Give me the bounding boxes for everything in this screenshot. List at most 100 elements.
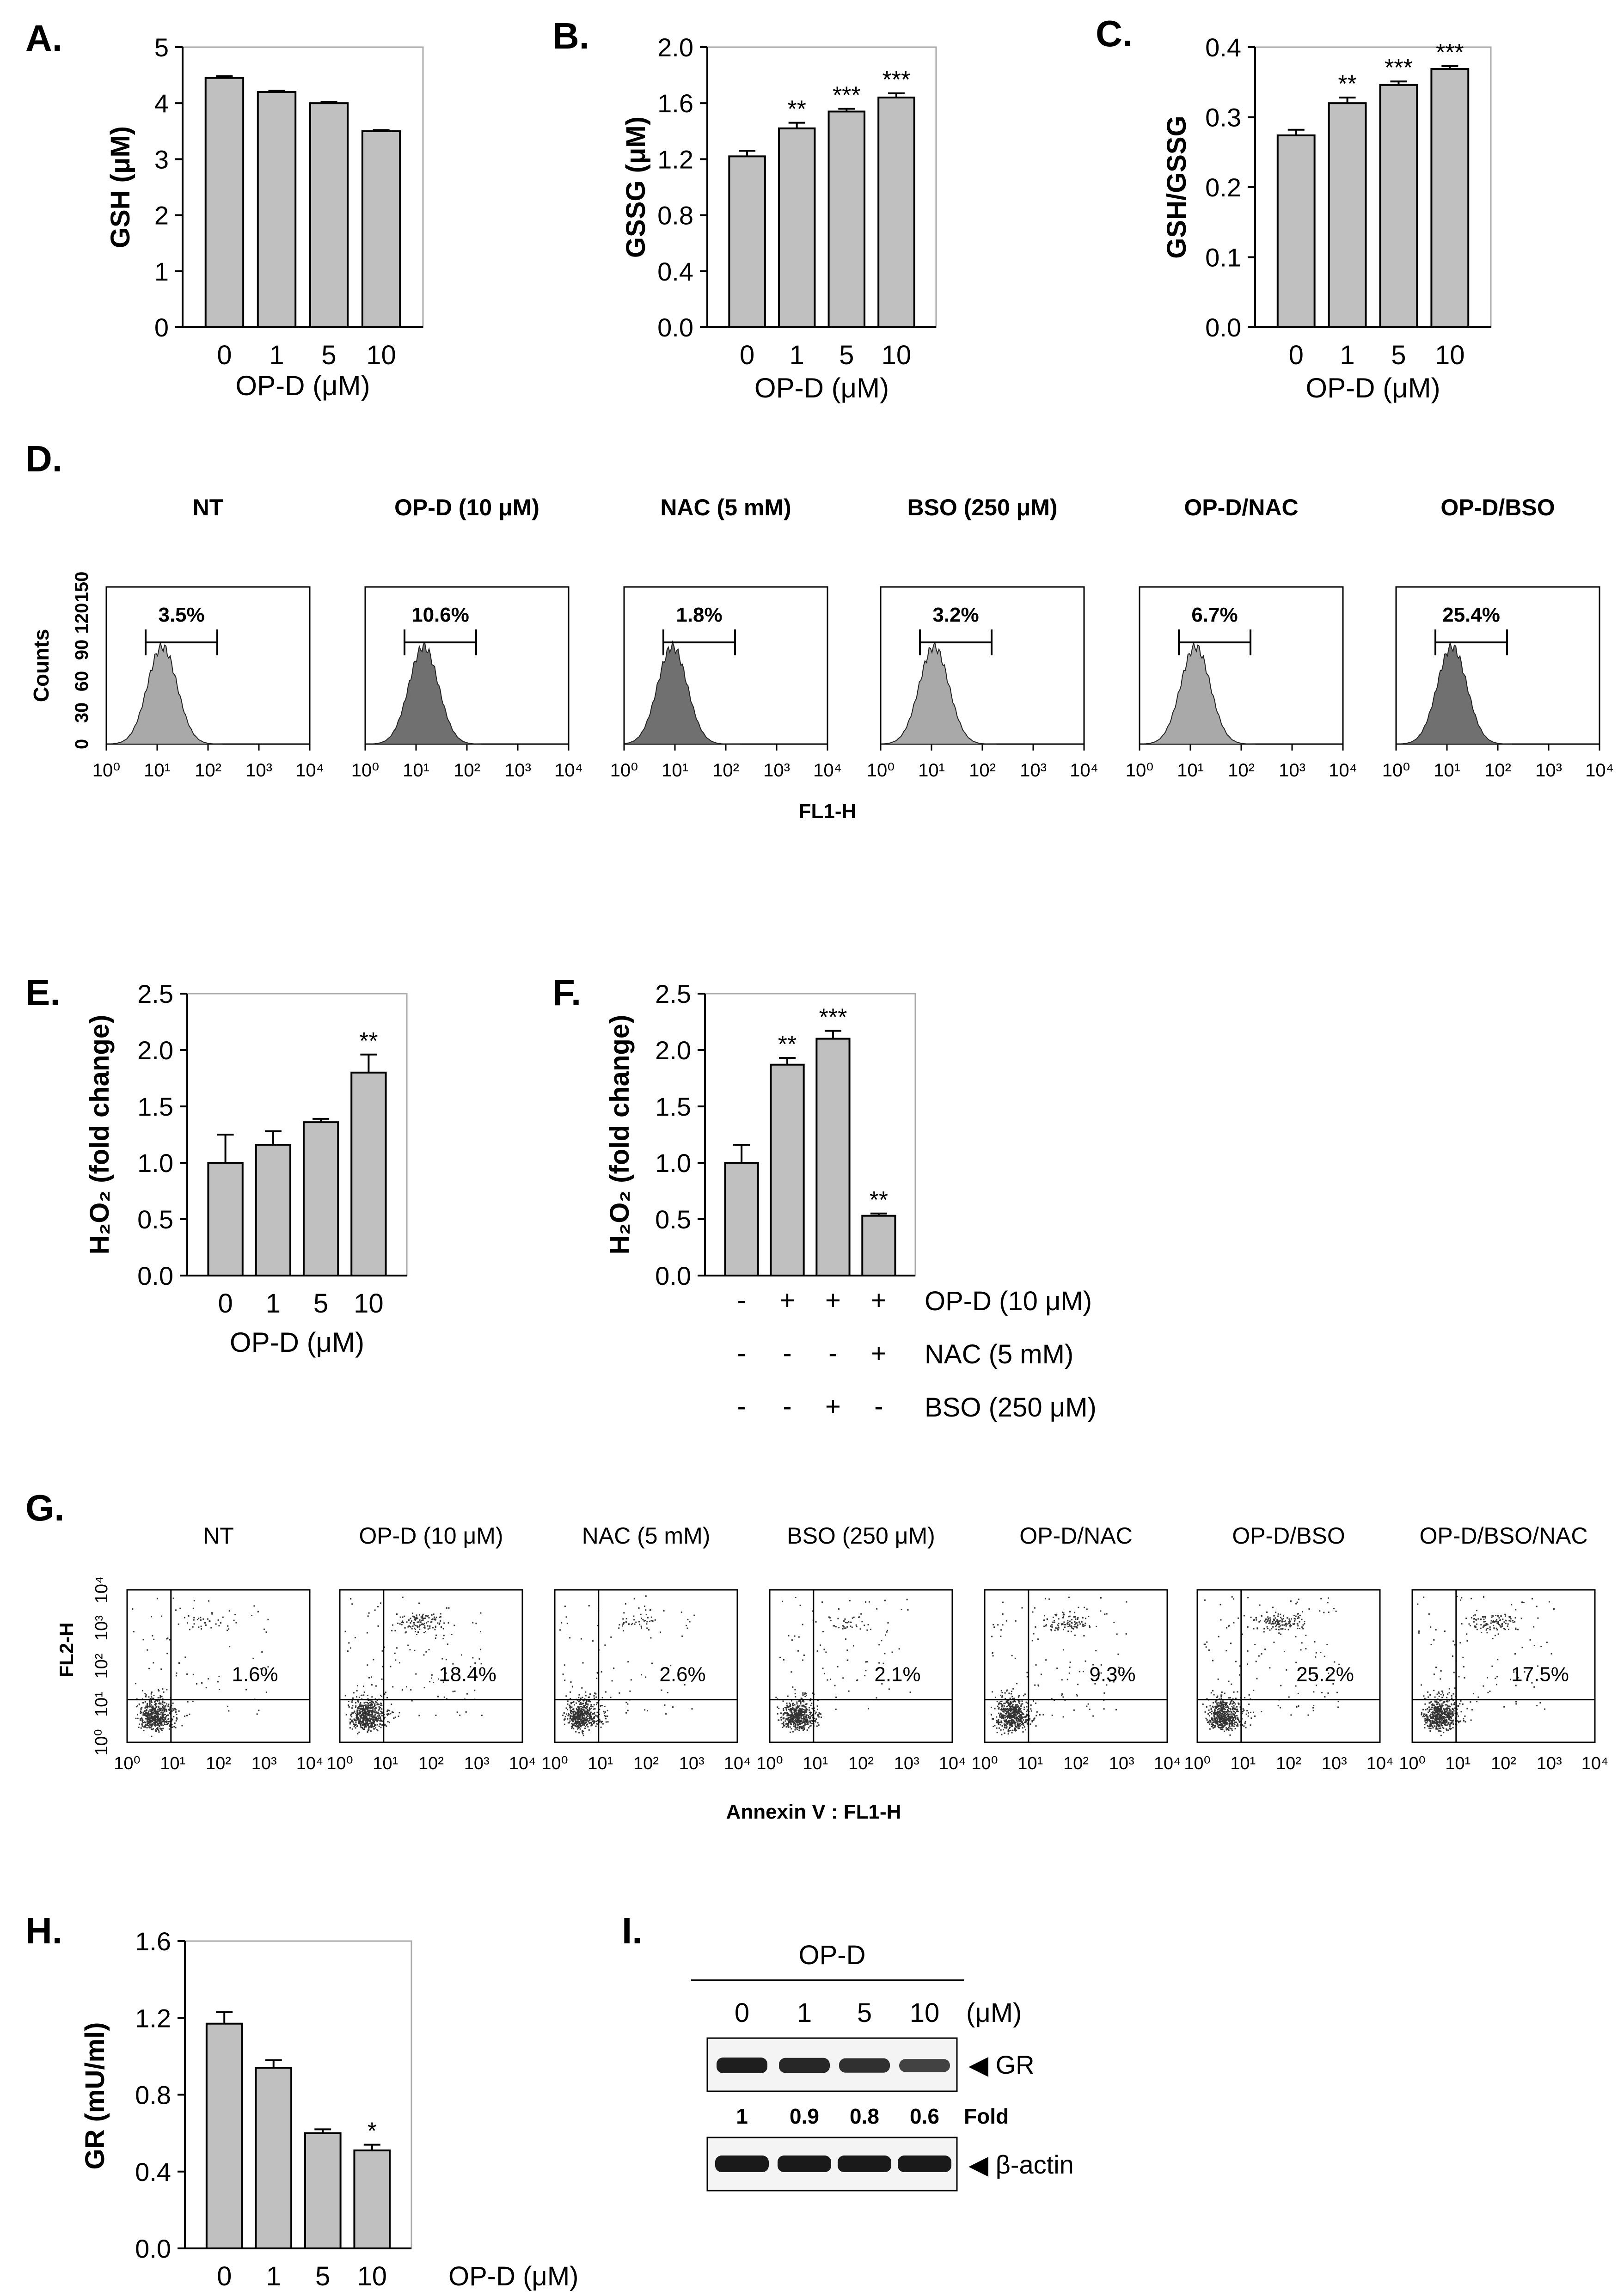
event-dot (807, 1719, 808, 1721)
event-dot (149, 1709, 151, 1711)
event-dot (422, 1623, 423, 1625)
event-dot (198, 1618, 200, 1619)
event-dot (164, 1707, 165, 1709)
event-dot (574, 1704, 575, 1706)
event-dot (578, 1714, 580, 1716)
bar (728, 155, 766, 328)
event-dot (788, 1709, 790, 1710)
event-dot (579, 1722, 581, 1724)
event-dot (796, 1703, 798, 1705)
event-dot (369, 1705, 371, 1707)
event-dot (1448, 1716, 1450, 1717)
event-dot (1026, 1719, 1028, 1721)
event-dot (345, 1714, 347, 1716)
event-dot (1314, 1641, 1316, 1643)
event-dot (1234, 1703, 1236, 1705)
event-dot (160, 1713, 162, 1715)
event-dot (581, 1711, 582, 1713)
event-dot (1015, 1709, 1017, 1710)
event-dot (796, 1712, 798, 1713)
event-dot (1227, 1718, 1229, 1720)
event-dot (159, 1722, 160, 1724)
event-dot (152, 1705, 154, 1707)
event-dot (790, 1708, 791, 1710)
event-dot (1063, 1629, 1064, 1630)
event-dot (1010, 1723, 1011, 1725)
event-dot (1436, 1709, 1438, 1710)
event-dot (396, 1647, 398, 1649)
event-dot (881, 1640, 882, 1642)
event-dot (1440, 1717, 1441, 1719)
event-dot (991, 1636, 993, 1637)
event-dot (565, 1695, 567, 1697)
y-tick-label: 0.4 (657, 257, 693, 286)
event-dot (593, 1708, 594, 1710)
event-dot (997, 1705, 999, 1707)
event-dot (797, 1704, 799, 1706)
event-dot (601, 1705, 603, 1707)
event-dot (1427, 1720, 1428, 1722)
event-dot (1000, 1629, 1002, 1631)
treatment-sign: + (871, 1338, 887, 1368)
event-dot (567, 1703, 569, 1705)
event-dot (775, 1697, 777, 1698)
event-dot (801, 1714, 803, 1716)
event-dot (440, 1620, 441, 1622)
event-dot (358, 1713, 360, 1715)
event-dot (596, 1715, 598, 1717)
event-dot (358, 1697, 360, 1698)
event-dot (1077, 1617, 1079, 1618)
event-dot (998, 1719, 999, 1721)
event-dot (1024, 1693, 1026, 1695)
event-dot (1227, 1713, 1229, 1715)
event-dot (1061, 1693, 1063, 1695)
event-dot (1424, 1718, 1426, 1720)
event-dot (1447, 1712, 1449, 1714)
event-dot (362, 1721, 364, 1722)
event-dot (366, 1632, 368, 1634)
event-dot (151, 1715, 153, 1717)
event-dot (1278, 1622, 1280, 1624)
event-dot (1222, 1719, 1224, 1721)
event-dot (1228, 1725, 1230, 1727)
event-dot (600, 1726, 602, 1728)
dot-plot-frame (984, 1589, 1168, 1743)
event-dot (1225, 1715, 1226, 1716)
event-dot (251, 1615, 253, 1616)
event-dot (803, 1716, 805, 1718)
event-dot (1220, 1715, 1222, 1716)
x-tick-label: 10³ (1109, 1754, 1134, 1773)
event-dot (994, 1725, 996, 1727)
event-dot (790, 1708, 791, 1710)
event-dot (572, 1720, 574, 1722)
dot-plot-frame (126, 1589, 311, 1743)
event-dot (801, 1728, 803, 1729)
event-dot (161, 1720, 163, 1722)
event-dot (1100, 1610, 1102, 1612)
event-dot (1029, 1718, 1030, 1720)
event-dot (586, 1710, 588, 1712)
event-dot (600, 1705, 601, 1707)
event-dot (1284, 1629, 1286, 1630)
event-dot (365, 1718, 367, 1720)
x-tick-label: 10⁰ (92, 760, 121, 781)
dot-plot-frame (1411, 1589, 1596, 1743)
event-dot (1211, 1710, 1213, 1712)
event-dot (852, 1617, 853, 1619)
event-dot (173, 1716, 175, 1718)
event-dot (815, 1621, 817, 1623)
event-dot (1001, 1716, 1003, 1718)
event-dot (845, 1638, 846, 1640)
event-dot (783, 1713, 785, 1715)
event-dot (1442, 1705, 1444, 1707)
x-tick-label: 1 (1340, 340, 1354, 370)
event-dot (672, 1706, 674, 1708)
event-dot (1004, 1692, 1006, 1694)
event-dot (585, 1691, 587, 1693)
event-dot (1428, 1727, 1430, 1729)
event-dot (367, 1723, 369, 1725)
event-dot (864, 1675, 866, 1677)
event-dot (1003, 1719, 1005, 1721)
event-dot (1017, 1711, 1019, 1713)
